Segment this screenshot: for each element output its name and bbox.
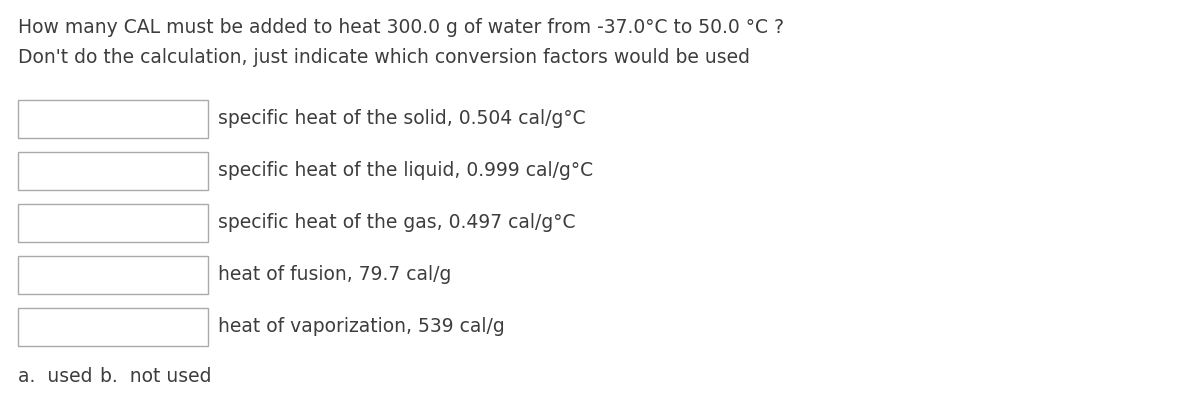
- Text: specific heat of the solid, 0.504 cal/g°C: specific heat of the solid, 0.504 cal/g°…: [218, 109, 586, 128]
- Text: How many CAL must be added to heat 300.0 g of water from -37.0°C to 50.0 °C ?: How many CAL must be added to heat 300.0…: [18, 18, 784, 37]
- Bar: [18, 152, 208, 190]
- Text: heat of vaporization, 539 cal/g: heat of vaporization, 539 cal/g: [218, 318, 505, 337]
- Bar: [18, 256, 208, 294]
- Text: specific heat of the liquid, 0.999 cal/g°C: specific heat of the liquid, 0.999 cal/g…: [218, 162, 593, 181]
- Text: heat of fusion, 79.7 cal/g: heat of fusion, 79.7 cal/g: [218, 265, 451, 284]
- Bar: [18, 308, 208, 346]
- Bar: [18, 100, 208, 138]
- Text: b.  not used: b. not used: [100, 367, 211, 386]
- Text: a.  used: a. used: [18, 367, 92, 386]
- Text: specific heat of the gas, 0.497 cal/g°C: specific heat of the gas, 0.497 cal/g°C: [218, 213, 576, 232]
- Text: Don't do the calculation, just indicate which conversion factors would be used: Don't do the calculation, just indicate …: [18, 48, 750, 67]
- Bar: [18, 204, 208, 242]
